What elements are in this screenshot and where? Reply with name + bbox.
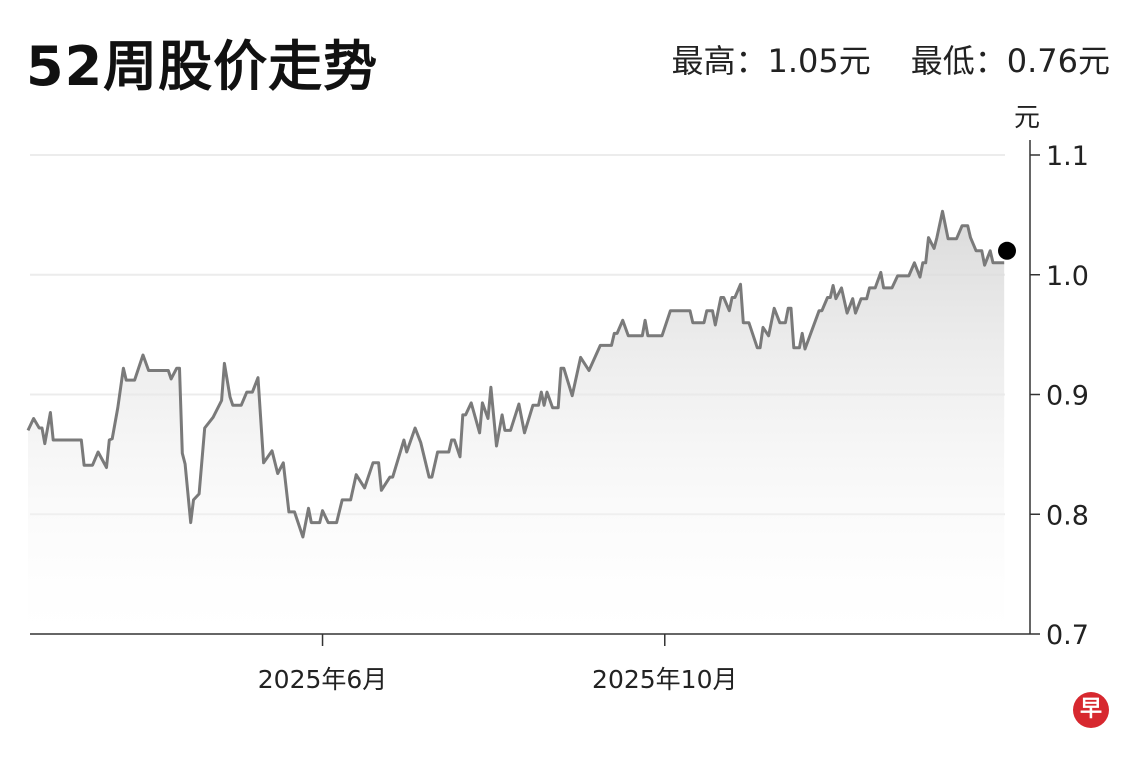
y-tick-label: 1.0 [1046,261,1089,292]
y-axis-unit: 元 [1014,103,1040,133]
high-price: 最高：1.05元 [671,42,871,80]
y-tick-label: 1.1 [1046,141,1089,172]
last-price-marker [998,241,1016,260]
price-line [26,209,1005,539]
low-price: 最低：0.76元 [910,42,1110,80]
high-low-summary: 最高：1.05元 最低：0.76元 [631,36,1110,82]
y-tick-label: 0.8 [1046,500,1089,531]
price-area-fill [28,211,1005,635]
x-tick-label: 2025年6月 [258,665,388,694]
y-tick-label: 0.9 [1046,381,1089,412]
brand-logo: 早 [1073,692,1109,728]
x-tick-label: 2025年10月 [592,665,737,694]
y-tick-label: 0.7 [1046,620,1089,651]
chart-title: 52周股价走势 [26,35,379,98]
